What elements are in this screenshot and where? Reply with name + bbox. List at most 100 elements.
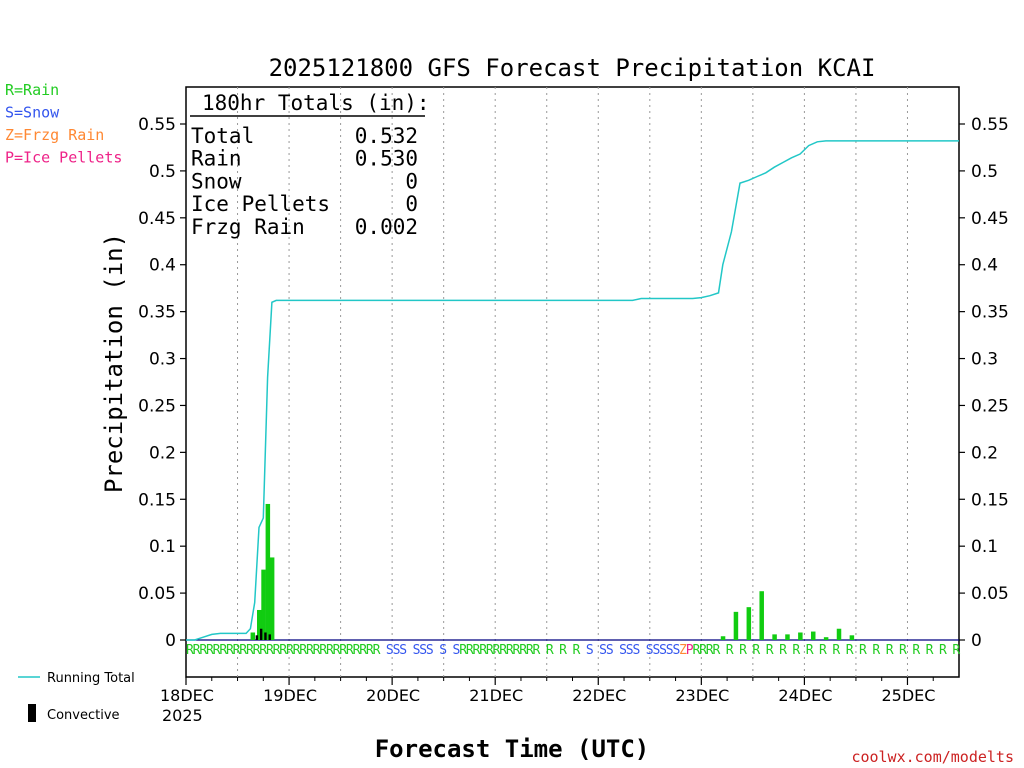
ptype-char: R <box>846 643 854 658</box>
precip-bar <box>269 557 275 640</box>
y-tick-label-right: 0.45 <box>971 209 1009 229</box>
ptype-char: S <box>646 643 654 658</box>
y-axis-left: 0 0.05 0.1 0.15 0.2 0.25 0.3 0.35 0.4 0.45 0.5 0.55 <box>138 115 186 651</box>
ptype-char: S <box>586 643 594 658</box>
ptype-char: R <box>546 643 554 658</box>
y-tick-label-right: 0.35 <box>971 303 1009 323</box>
y-tick-label-right: 0.5 <box>971 162 998 182</box>
ptype-char: R <box>739 643 747 658</box>
ptype-char: R <box>199 643 207 658</box>
ptype-char: R <box>279 643 287 658</box>
ptype-char: R <box>226 643 234 658</box>
x-grid <box>237 87 908 677</box>
ptype-char: R <box>573 643 581 658</box>
ptype-char: S <box>426 643 434 658</box>
ptype-char: R <box>939 643 947 658</box>
ptype-char: R <box>359 643 367 658</box>
ptype-legend-item: P=Ice Pellets <box>5 149 122 167</box>
ptype-char: S <box>659 643 667 658</box>
ptype-char: R <box>752 643 760 658</box>
ptype-char: R <box>373 643 381 658</box>
credit-text: coolwx.com/modelts <box>851 748 1014 766</box>
y-tick-label-right: 0.3 <box>971 350 998 370</box>
x-tick-label: 19DEC <box>263 686 317 705</box>
ptype-char: R <box>253 643 261 658</box>
totals-row-label: Snow <box>191 169 242 193</box>
ptype-char: R <box>319 643 327 658</box>
ptype-char: R <box>699 643 707 658</box>
precip-bar <box>720 636 726 640</box>
y-tick-label-right: 0.05 <box>971 584 1009 604</box>
chart-title: 2025121800 GFS Forecast Precipitation KC… <box>269 54 876 82</box>
ptype-char: R <box>832 643 840 658</box>
plot-frame <box>185 86 960 678</box>
x-tick-label: 20DEC <box>366 686 420 705</box>
ptype-char: R <box>526 643 534 658</box>
ptype-char: R <box>306 643 314 658</box>
ptype-char: R <box>486 643 494 658</box>
x-tick-label: 18DEC <box>160 686 214 705</box>
y-tick-label-right: 0.2 <box>971 443 998 463</box>
ptype-char: R <box>533 643 541 658</box>
ptype-char: Z <box>679 643 687 658</box>
precip-bar <box>823 637 829 640</box>
y-tick-label-left: 0.4 <box>149 256 176 276</box>
convective-bar <box>255 635 259 640</box>
totals-row-value: 0 <box>405 192 418 216</box>
ptype-char: R <box>186 643 194 658</box>
x-tick-label: 22DEC <box>572 686 626 705</box>
convective-bar <box>268 634 271 640</box>
y-axis-label: Precipitation (in) <box>100 233 128 493</box>
ptype-char: R <box>246 643 254 658</box>
ptype-char: R <box>326 643 334 658</box>
precip-bar <box>759 591 764 640</box>
y-tick-label-left: 0.2 <box>149 443 176 463</box>
precip-bar <box>785 634 790 640</box>
precip-bar <box>798 632 803 640</box>
x-tick-label: 24DEC <box>778 686 832 705</box>
ptype-char: S <box>619 643 627 658</box>
ptype-char: S <box>393 643 401 658</box>
precip-bar <box>810 631 816 640</box>
running-total-legend-label: Running Total <box>47 671 135 686</box>
x-axis-label: Forecast Time (UTC) <box>375 735 650 763</box>
precip-bar <box>257 609 262 640</box>
ptype-char: S <box>632 643 640 658</box>
precip-bars <box>250 503 855 640</box>
ptype-char: R <box>313 643 321 658</box>
ptype-char: R <box>193 643 201 658</box>
ptype-char: R <box>559 643 567 658</box>
convective-legend-label: Convective <box>47 708 120 723</box>
x-tick-sublabel: 2025 <box>162 706 203 725</box>
y-tick-label-left: 0.15 <box>138 490 176 510</box>
ptype-char: R <box>266 643 274 658</box>
ptype-char: S <box>399 643 407 658</box>
ptype-legend-item: R=Rain <box>5 81 59 99</box>
ptype-char: R <box>899 643 907 658</box>
y-tick-label-right: 0.55 <box>971 115 1009 135</box>
ptype-char: R <box>339 643 347 658</box>
x-tick-label: 25DEC <box>881 686 935 705</box>
precip-bar <box>836 628 842 640</box>
ptype-char: R <box>219 643 227 658</box>
ptype-char: S <box>386 643 394 658</box>
y-tick-label-left: 0.45 <box>138 209 176 229</box>
y-tick-label-right: 0.4 <box>971 256 998 276</box>
ptype-char: R <box>353 643 361 658</box>
ptype-char: S <box>606 643 614 658</box>
y-axis-right: 0 0.05 0.1 0.15 0.2 0.25 0.3 0.35 0.4 0.45 0.5 0.55 <box>959 115 1009 651</box>
ptype-char: S <box>672 643 680 658</box>
ptype-char: R <box>506 643 514 658</box>
ptype-char: R <box>952 643 960 658</box>
ptype-char: R <box>726 643 734 658</box>
ptype-char: R <box>346 643 354 658</box>
y-tick-label-right: 0.25 <box>971 396 1009 416</box>
ptype-char: R <box>886 643 894 658</box>
y-tick-label-left: 0.35 <box>138 303 176 323</box>
totals-row-value: 0 <box>405 169 418 193</box>
totals-row-label: Total <box>191 124 254 148</box>
ptype-char: R <box>912 643 920 658</box>
ptype-char: R <box>872 643 880 658</box>
